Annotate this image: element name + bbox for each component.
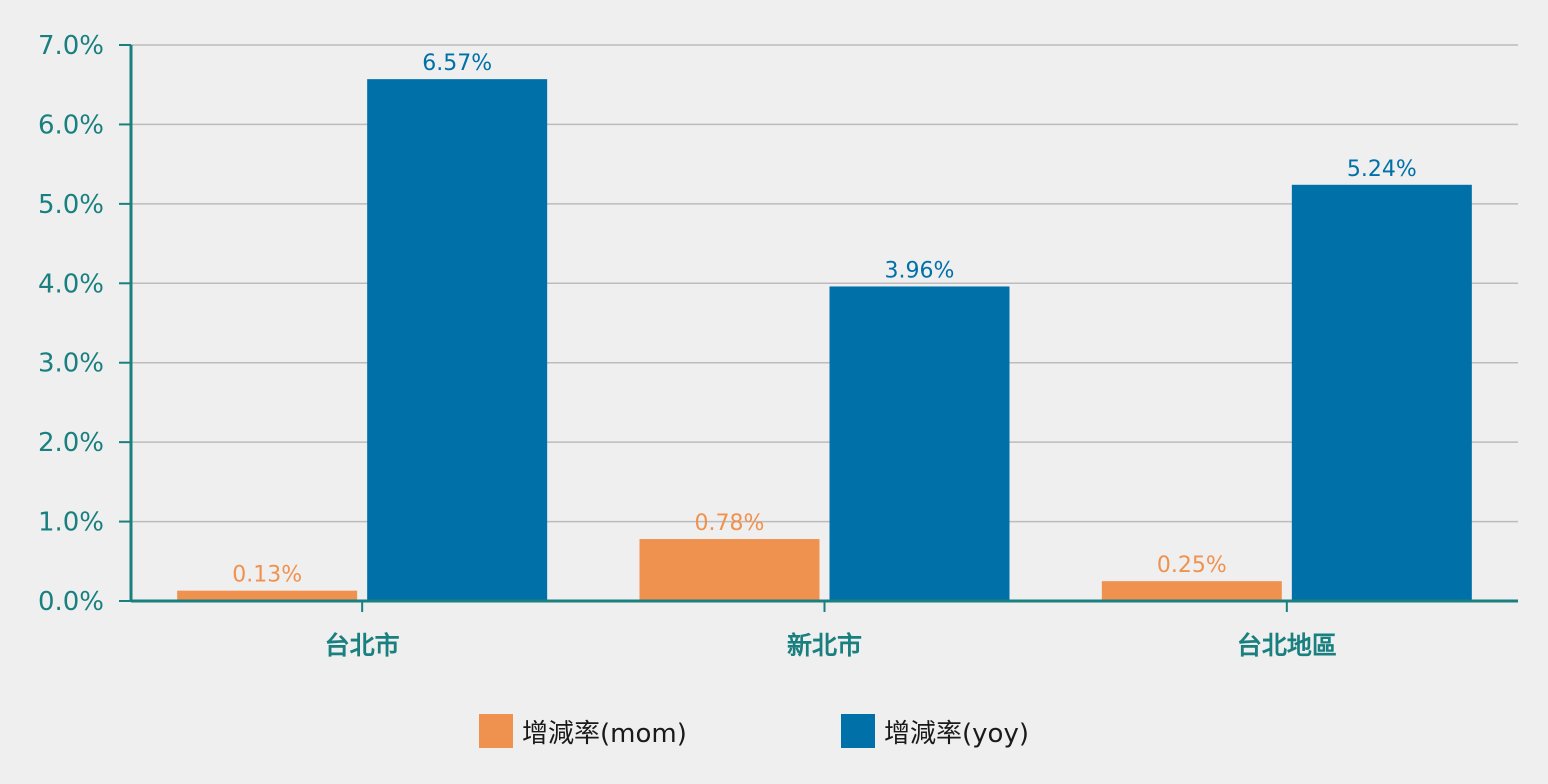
category-label: 台北地區 (1237, 631, 1337, 660)
y-tick-label: 1.0% (38, 508, 104, 538)
legend-swatch (841, 714, 875, 748)
category-label: 新北市 (787, 631, 862, 660)
legend-label: 增減率(mom) (522, 719, 687, 749)
bar-yoy (367, 79, 548, 601)
data-label: 0.78% (695, 511, 765, 536)
y-tick-label: 0.0% (38, 587, 104, 617)
data-label: 0.25% (1157, 553, 1227, 578)
y-tick-label: 7.0% (38, 31, 104, 61)
bars (177, 79, 1472, 601)
axes: 0.0% 1.0% 2.0% 3.0% 4.0% 5.0% 6.0% 7.0% 台北市 新北市 台北… (38, 31, 1518, 660)
bar-mom (1101, 581, 1282, 601)
y-tick-label: 5.0% (38, 190, 104, 220)
bar-mom (177, 590, 358, 601)
y-tick-label: 4.0% (38, 269, 104, 299)
bar-yoy (1291, 184, 1472, 601)
data-label: 6.57% (422, 51, 492, 76)
legend-label: 增減率(yoy) (884, 719, 1029, 749)
y-tick-label: 3.0% (38, 349, 104, 379)
bar-mom (639, 539, 820, 601)
legend-swatch (479, 714, 513, 748)
gridlines (131, 44, 1518, 523)
data-label: 5.24% (1347, 157, 1417, 182)
data-label: 0.13% (232, 563, 302, 588)
category-label: 台北市 (325, 631, 400, 660)
y-tick-label: 2.0% (38, 428, 104, 458)
data-labels: 0.13% 6.57% 0.78% 3.96% 0.25% 5.24% (232, 51, 1417, 588)
data-label: 3.96% (885, 258, 955, 283)
legend: 增減率(mom) 增減率(yoy) (479, 714, 1029, 749)
y-tick-label: 6.0% (38, 110, 104, 140)
bar-yoy (829, 286, 1010, 601)
